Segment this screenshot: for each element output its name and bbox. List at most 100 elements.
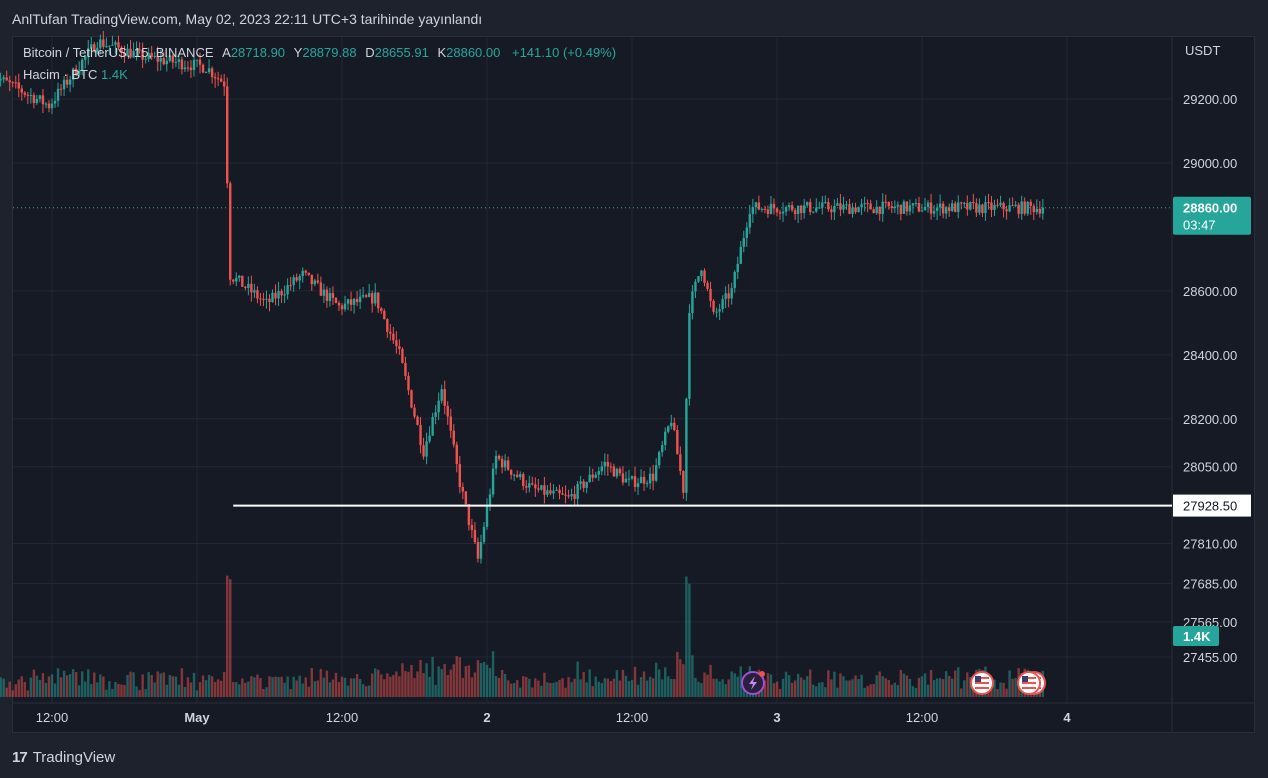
volume-bar [920,676,924,697]
candle [657,452,661,466]
flag-stripe-icon [975,687,989,689]
volume-bar [796,673,800,697]
volume-bar [189,682,193,697]
candle [636,483,640,488]
support-price-badge[interactable] [1173,494,1251,517]
candle [111,44,114,46]
candle [253,290,256,293]
candle [721,299,724,310]
candle [784,206,788,212]
candle [673,422,676,431]
candle [168,55,172,61]
volume-bar [555,681,558,697]
candle [434,412,437,417]
candle [343,303,347,310]
candle [802,205,806,214]
volume-bar [1008,670,1011,697]
candle [522,474,525,486]
volume-bar [20,676,23,697]
lightning-bolt-icon [749,676,757,690]
candle [875,206,878,214]
candle [283,294,286,296]
volume-bar [642,671,646,697]
volume-bar [682,664,685,697]
volume-bar [806,676,809,697]
candle [694,281,697,292]
volume-bar [603,678,607,697]
candle [271,292,274,303]
volume-label[interactable]: Hacim · BTC [23,67,98,82]
flag-stripe-icon [975,682,989,684]
candle [884,201,887,203]
candle [899,204,903,214]
volume-bar [697,681,700,697]
volume-bar [0,677,2,697]
volume-bar [491,651,495,697]
currency-label[interactable]: USDT [1185,43,1220,58]
volume-bar [473,672,477,697]
volume-bar [769,674,773,697]
candle [745,227,748,239]
volume-badge[interactable] [1173,626,1219,646]
volume-bar [132,672,135,697]
candle [371,293,374,304]
volume-bar [307,686,310,697]
candle [733,271,736,289]
candle [416,416,419,425]
candle [999,202,1002,206]
candle [588,474,591,482]
candle [479,541,483,559]
volume-bar [156,671,159,697]
volume-bar [35,675,39,697]
candle [772,203,776,209]
candle [428,435,431,442]
candle [531,483,534,485]
notification-dot-icon [759,671,765,677]
volume-bar [256,674,259,697]
flag-canton-icon [975,676,981,682]
volume-bar [41,673,45,697]
volume-bar [455,656,458,697]
volume-bar [235,682,238,697]
candle [440,389,443,401]
candle [1005,209,1008,212]
volume-bar [304,677,307,697]
candle [247,283,250,288]
candle [552,490,555,494]
price-tick-label: 28400.00 [1183,348,1237,363]
candle [612,466,616,477]
candle [685,398,688,493]
volume-bar [383,679,386,697]
candle [470,524,474,530]
candle [676,430,679,455]
candle [413,407,416,417]
volume-bar [407,671,410,697]
candle [377,292,380,309]
volume-bar [951,678,954,697]
candle [911,203,915,206]
volume-bar [117,683,120,697]
symbol-title[interactable]: Bitcoin / TetherUS, 15, BINANCE [23,45,214,60]
chart-frame[interactable] [12,36,1255,733]
candle [926,202,930,207]
volume-bar [207,674,211,697]
candle [951,203,954,212]
flag-stripe-icon [1022,682,1036,684]
volume-bar [23,681,27,697]
candle [941,203,945,214]
candle [5,77,8,81]
volume-bar [443,664,446,697]
volume-value: 1.4K [101,67,128,82]
candle [96,47,99,52]
volume-bar [700,683,703,697]
candle [836,203,839,206]
candle [555,489,558,491]
footer-brand[interactable]: 17 TradingView [12,746,115,768]
volume-bar [68,674,72,697]
last-price-badge[interactable] [1173,196,1251,235]
volume-bar [168,674,172,697]
volume-bar [29,677,33,697]
candle [839,203,842,210]
volume-bar [999,682,1002,697]
